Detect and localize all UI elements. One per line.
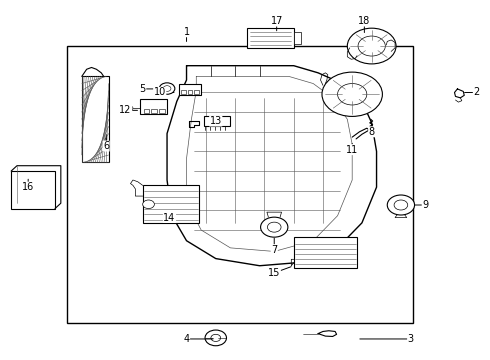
- Text: 1: 1: [183, 27, 190, 37]
- Bar: [11, 171, 55, 208]
- Text: 11: 11: [346, 145, 358, 155]
- Bar: [203, 116, 230, 126]
- Circle shape: [143, 200, 154, 208]
- Text: 5: 5: [140, 84, 146, 94]
- Text: 12: 12: [120, 105, 132, 115]
- Circle shape: [387, 195, 415, 215]
- Text: 3: 3: [408, 334, 414, 344]
- Text: 6: 6: [103, 141, 109, 151]
- Text: 8: 8: [368, 127, 375, 137]
- Bar: [181, 90, 186, 94]
- Text: 16: 16: [22, 182, 34, 192]
- Text: 10: 10: [153, 87, 166, 98]
- Bar: [188, 90, 193, 94]
- Circle shape: [261, 217, 288, 237]
- Text: 4: 4: [183, 334, 190, 344]
- Text: 13: 13: [210, 116, 222, 126]
- Bar: [194, 90, 199, 94]
- Text: 15: 15: [268, 268, 280, 278]
- Circle shape: [347, 28, 396, 64]
- Text: 2: 2: [473, 87, 480, 98]
- Circle shape: [159, 83, 175, 94]
- Text: 18: 18: [358, 16, 370, 26]
- Circle shape: [211, 334, 220, 342]
- Bar: [67, 46, 413, 323]
- Text: 14: 14: [163, 212, 175, 222]
- Circle shape: [205, 330, 226, 346]
- Bar: [294, 237, 357, 267]
- Text: 9: 9: [422, 200, 428, 210]
- Bar: [143, 185, 199, 223]
- Circle shape: [322, 72, 382, 116]
- Bar: [140, 99, 167, 114]
- Circle shape: [338, 84, 367, 105]
- Bar: [247, 28, 294, 48]
- Circle shape: [268, 222, 281, 232]
- Bar: [179, 84, 201, 95]
- Text: 17: 17: [270, 16, 283, 26]
- Bar: [144, 109, 149, 113]
- Bar: [294, 32, 301, 44]
- Bar: [151, 109, 157, 113]
- Circle shape: [163, 86, 171, 91]
- Bar: [82, 76, 109, 162]
- Circle shape: [358, 36, 385, 56]
- Bar: [159, 109, 165, 113]
- Circle shape: [394, 200, 408, 210]
- Text: 7: 7: [271, 245, 277, 255]
